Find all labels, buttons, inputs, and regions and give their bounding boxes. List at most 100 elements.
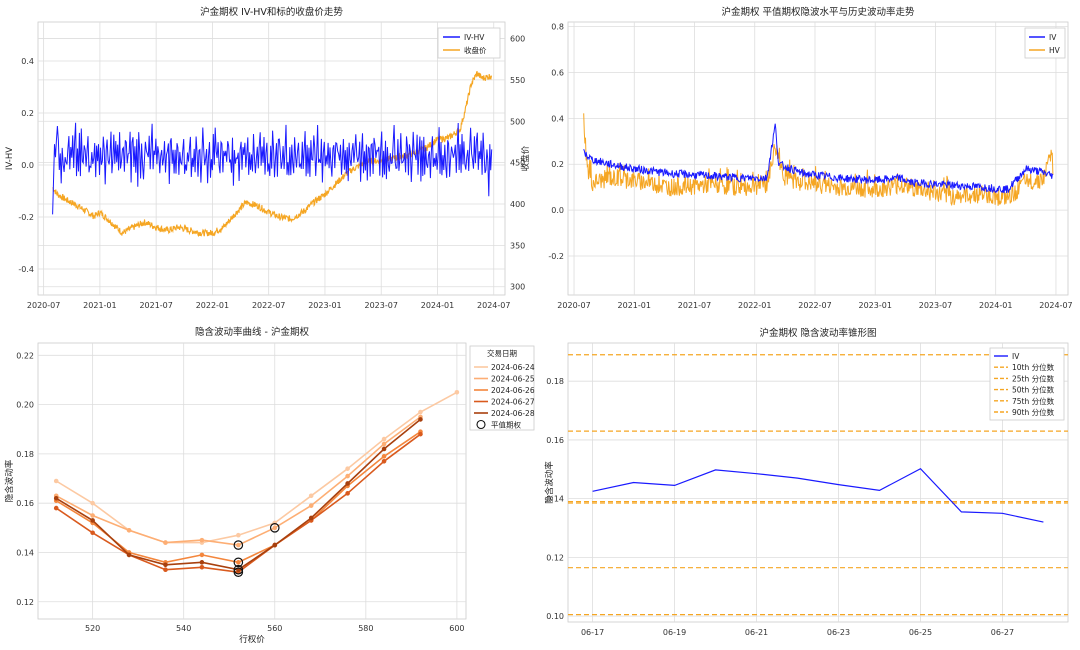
cone-y-label: 隐含波动率 xyxy=(544,461,555,504)
smile-y-tick: 0.22 xyxy=(16,351,34,360)
cone-y-tick: 0.10 xyxy=(546,612,564,621)
smile-point xyxy=(345,481,350,486)
iv-hist-y-tick: 0.8 xyxy=(551,23,564,32)
ivhv-y-tick: 0.4 xyxy=(21,57,34,66)
iv-legend-label: IV xyxy=(1049,33,1057,42)
ivhv-legend-box xyxy=(437,27,501,59)
smile-legend-label: 2024-06-26 xyxy=(491,386,535,395)
iv-hist-x-tick: 2022-01 xyxy=(738,301,771,310)
iv-hist-chart: 0.8 0.6 0.4 0.2 0.0 -0.2 2020-07 2021-01 2021-07… xyxy=(548,6,1072,310)
ivhv-x-tick: 2024-07 xyxy=(477,301,510,310)
smile-point xyxy=(90,530,95,536)
iv-hist-plot-frame xyxy=(567,21,1069,296)
ivhv-y-label: IV-HV xyxy=(5,147,15,170)
smile-chart: 0.22 0.20 0.18 0.16 0.14 0.12 520 540 560 580 600 隐… xyxy=(4,326,535,645)
iv-hist-x-tick: 2024-07 xyxy=(1039,301,1072,310)
smile-point xyxy=(345,491,350,496)
smile-point xyxy=(272,525,278,531)
ivhv-y-tick: -0.4 xyxy=(18,265,34,274)
cone-legend-label: IV xyxy=(1012,352,1020,361)
atm-legend-label: 平值期权 xyxy=(491,420,521,430)
smile-point xyxy=(53,495,59,501)
cone-y-tick: 0.14 xyxy=(546,495,564,504)
ivhv-y2-tick: 500 xyxy=(510,117,525,126)
smile-point xyxy=(418,409,423,415)
ivhv-plot-frame xyxy=(37,21,506,296)
cone-y-tick: 0.16 xyxy=(546,436,564,445)
smile-x-label: 行权价 xyxy=(239,634,265,645)
iv-hist-x-tick: 2020-07 xyxy=(557,301,590,310)
ivhv-y2-tick: 450 xyxy=(510,159,525,168)
iv-hist-y-tick: 0.6 xyxy=(551,68,564,77)
ivhv-y2-tick: 300 xyxy=(510,283,525,292)
smile-y-tick: 0.20 xyxy=(16,401,34,410)
iv-hist-y-tick: 0.4 xyxy=(551,114,564,123)
smile-legend-label: 2024-06-27 xyxy=(491,398,535,407)
cone-legend-label: 75th 分位数 xyxy=(1012,396,1055,406)
smile-point xyxy=(126,527,132,533)
smile-point xyxy=(199,537,205,543)
iv-hist-x-tick: 2024-01 xyxy=(979,301,1012,310)
smile-point xyxy=(90,500,95,506)
cone-iv-line xyxy=(592,467,1044,523)
ivhv-x-tick: 2021-07 xyxy=(139,301,172,310)
ivhv-y2-label: 收盘价 xyxy=(520,145,531,171)
cone-legend-label: 50th 分位数 xyxy=(1012,385,1055,395)
smile-point xyxy=(53,478,59,484)
iv-hist-x-tick: 2022-07 xyxy=(798,301,831,310)
smile-legend-label: 2024-06-24 xyxy=(491,363,535,372)
smile-point xyxy=(199,552,205,558)
smile-point xyxy=(418,417,423,422)
smile-plot-frame xyxy=(37,342,467,620)
cone-legend-box xyxy=(989,347,1065,421)
ivhv-chart: 0.40.20.0-0.2-0.460055050045040035030020… xyxy=(5,6,531,310)
iv-hist-y-tick: -0.2 xyxy=(548,252,564,261)
smile-legend-box xyxy=(469,345,535,431)
ivhv-x-tick: 2023-07 xyxy=(364,301,397,310)
smile-y-tick: 0.16 xyxy=(16,499,34,508)
smile-point xyxy=(381,458,387,464)
cone-x-tick: 06-19 xyxy=(663,628,686,637)
smile-point xyxy=(308,515,314,521)
atm-marker xyxy=(233,557,244,568)
smile-point xyxy=(236,532,241,538)
cone-x-tick: 06-27 xyxy=(991,628,1014,637)
iv-hist-x-tick: 2023-01 xyxy=(859,301,892,310)
smile-point xyxy=(163,540,168,545)
smile-line-2024-06-24 xyxy=(55,391,458,544)
cone-x-tick: 06-23 xyxy=(827,628,850,637)
iv-hist-y-tick: 0.0 xyxy=(551,206,564,215)
iv-line xyxy=(583,123,1054,194)
smile-y-label: 隐含波动率 xyxy=(4,459,15,502)
ivhv-title: 沪金期权 IV-HV和标的收盘价走势 xyxy=(200,6,343,18)
ivhv-x-tick: 2021-01 xyxy=(83,301,116,310)
iv-hist-title: 沪金期权 平值期权隐波水平与历史波动率走势 xyxy=(721,6,915,18)
smile-title: 隐含波动率曲线 - 沪金期权 xyxy=(195,326,309,338)
smile-point xyxy=(199,560,205,565)
ivhv-x-tick: 2024-01 xyxy=(421,301,454,310)
smile-x-tick: 580 xyxy=(358,624,373,633)
smile-y-tick: 0.18 xyxy=(16,450,34,459)
smile-point xyxy=(454,389,460,395)
ivhv-y-tick: -0.2 xyxy=(18,213,34,222)
smile-x-tick: 540 xyxy=(176,624,191,633)
cone-plot-frame xyxy=(567,342,1069,623)
iv-hist-y-tick: 0.2 xyxy=(551,160,564,169)
smile-y-tick: 0.12 xyxy=(16,598,34,607)
cone-legend-label: 10th 分位数 xyxy=(1012,362,1055,372)
smile-legend-label: 2024-06-25 xyxy=(491,375,535,384)
close-legend-label: 收盘价 xyxy=(464,45,487,55)
smile-point xyxy=(381,454,387,459)
smile-x-tick: 560 xyxy=(267,624,282,633)
smile-y-tick: 0.14 xyxy=(16,548,34,557)
smile-point xyxy=(381,436,387,442)
smile-point xyxy=(381,441,387,447)
iv-hist-x-tick: 2021-01 xyxy=(618,301,651,310)
ivhv-x-tick: 2022-07 xyxy=(252,301,285,310)
ivhv-x-tick: 2022-01 xyxy=(196,301,229,310)
ivhv-y-tick: 0.2 xyxy=(21,109,34,118)
atm-legend-marker xyxy=(476,419,486,430)
cone-chart: 0.18 0.16 0.14 0.12 0.10 06-17 06-19 06-21 06-23… xyxy=(544,327,1069,637)
atm-marker xyxy=(269,523,280,533)
